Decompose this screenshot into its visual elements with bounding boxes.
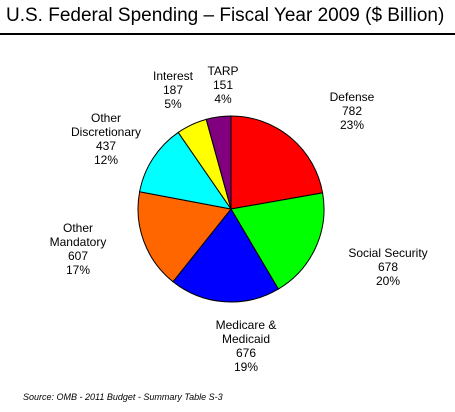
slice-label-interest: Interest 187 5% (145, 69, 201, 111)
pie-slice-medicare-medicaid (172, 208, 280, 303)
slice-label-tarp: TARP 151 4% (198, 64, 248, 106)
slice-label-social-security: Social Security 678 20% (333, 246, 443, 288)
slice-name-medicare-medicaid-2: Medicaid (221, 332, 271, 346)
slice-name-interest: Interest (152, 69, 194, 83)
slice-value-defense: 782 (341, 104, 363, 118)
slice-value-social-security: 678 (377, 260, 399, 274)
slice-name-tarp: TARP (207, 64, 239, 78)
slice-name-other-mandatory-1: Other (62, 221, 93, 235)
slice-value-medicare-medicaid: 676 (235, 346, 257, 360)
slice-percent-interest: 5% (164, 97, 182, 111)
pie-slices (137, 115, 325, 303)
slice-percent-other-mandatory: 17% (65, 263, 91, 277)
slice-value-interest: 187 (162, 83, 184, 97)
slice-percent-other-discretionary: 12% (93, 153, 119, 167)
pie-slice-other-mandatory (137, 191, 232, 283)
slice-name-other-discretionary-1: Other (90, 111, 121, 125)
slice-value-tarp: 151 (212, 78, 234, 92)
slice-name-defense: Defense (329, 90, 375, 104)
slice-label-other-discretionary: Other Discretionary 437 12% (56, 111, 156, 167)
slice-label-other-mandatory: Other Mandatory 607 17% (40, 221, 116, 277)
pie-slice-other-discretionary (139, 131, 233, 210)
slice-label-medicare-medicaid: Medicare & Medicaid 676 19% (196, 318, 296, 374)
slice-name-other-mandatory-2: Mandatory (49, 235, 107, 249)
slice-name-social-security: Social Security (348, 246, 428, 260)
pie-slice-defense (230, 115, 324, 210)
slice-name-other-discretionary-2: Discretionary (70, 125, 142, 139)
chart-title: U.S. Federal Spending – Fiscal Year 2009… (6, 5, 445, 26)
slice-percent-defense: 23% (339, 118, 365, 132)
source-note: Source: OMB - 2011 Budget - Summary Tabl… (23, 392, 223, 402)
title-rule (0, 33, 455, 35)
pie-slice-social-security (230, 192, 325, 290)
slice-value-other-discretionary: 437 (95, 139, 117, 153)
slice-percent-tarp: 4% (214, 92, 232, 106)
slice-name-medicare-medicaid-1: Medicare & (215, 318, 277, 332)
slice-percent-medicare-medicaid: 19% (233, 360, 259, 374)
slice-percent-social-security: 20% (375, 274, 401, 288)
pie-slice-tarp (205, 115, 232, 210)
slice-label-defense: Defense 782 23% (312, 90, 392, 132)
slice-value-other-mandatory: 607 (67, 249, 89, 263)
